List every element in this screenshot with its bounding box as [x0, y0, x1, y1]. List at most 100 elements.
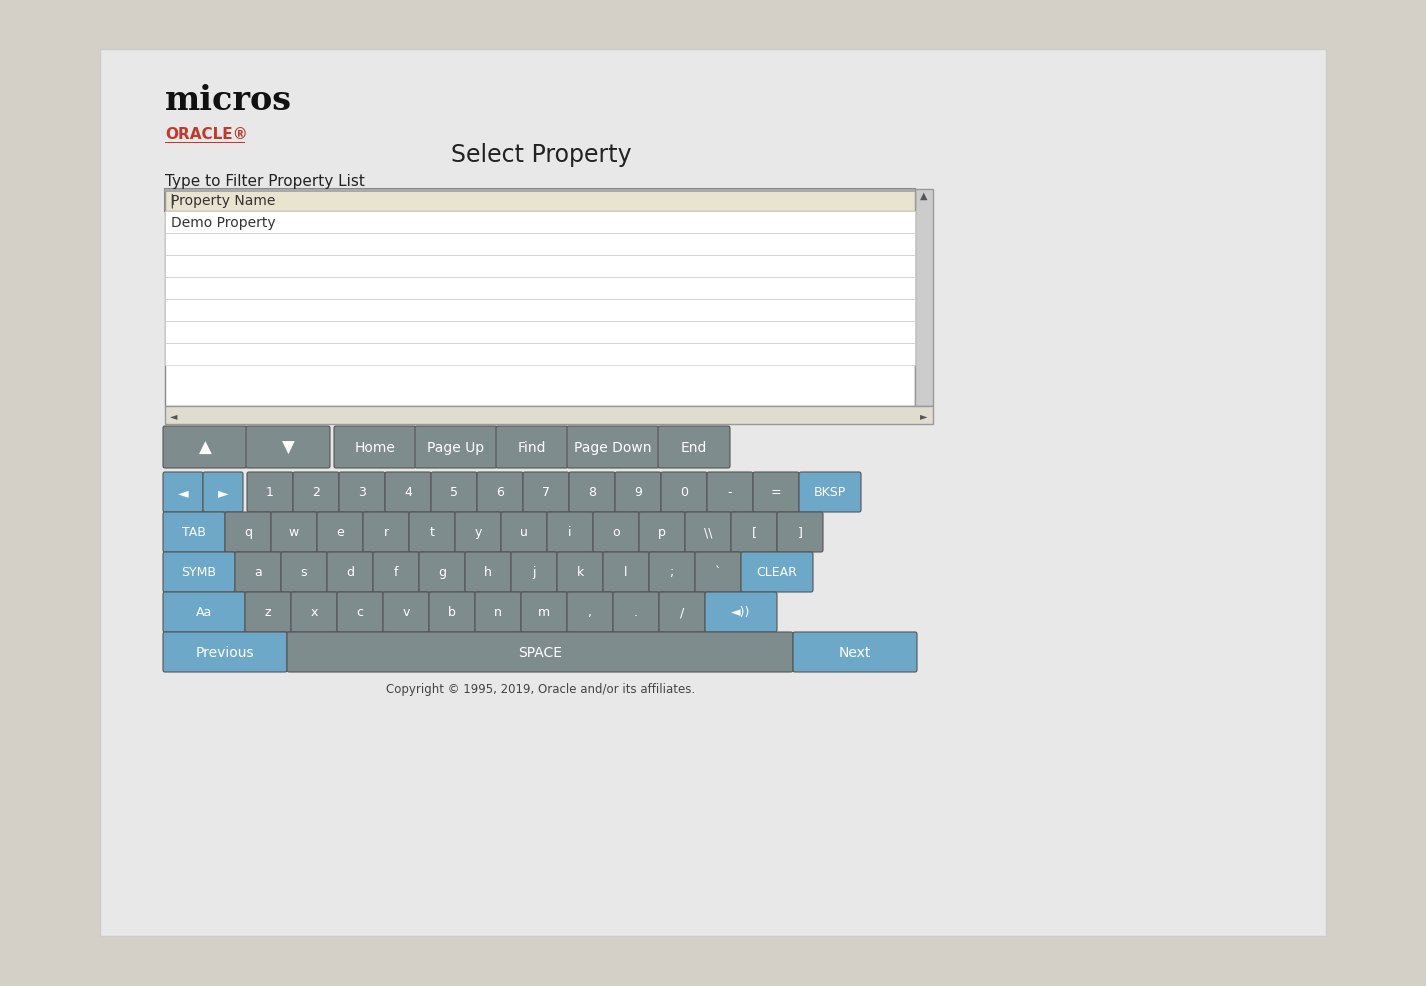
Text: Find: Find [518, 441, 546, 455]
Text: 4: 4 [404, 486, 412, 499]
Bar [165, 321, 915, 344]
FancyBboxPatch shape [163, 427, 247, 468]
FancyBboxPatch shape [415, 427, 498, 468]
Text: i: i [568, 526, 572, 539]
FancyBboxPatch shape [558, 552, 603, 593]
Text: o: o [612, 526, 620, 539]
FancyBboxPatch shape [225, 513, 271, 552]
Text: -: - [727, 486, 732, 499]
FancyBboxPatch shape [793, 632, 917, 672]
Bar [165, 255, 915, 278]
FancyBboxPatch shape [684, 513, 732, 552]
FancyBboxPatch shape [649, 552, 694, 593]
FancyBboxPatch shape [799, 472, 861, 513]
Text: f: f [394, 566, 398, 579]
Text: c: c [356, 605, 364, 619]
FancyBboxPatch shape [639, 513, 684, 552]
FancyBboxPatch shape [292, 472, 339, 513]
FancyBboxPatch shape [291, 593, 337, 632]
Bar [165, 212, 915, 234]
FancyBboxPatch shape [475, 593, 520, 632]
FancyBboxPatch shape [496, 427, 568, 468]
FancyBboxPatch shape [523, 472, 569, 513]
Text: ]: ] [797, 526, 803, 539]
Text: u: u [520, 526, 528, 539]
Text: 1: 1 [267, 486, 274, 499]
Text: Select Property: Select Property [451, 143, 632, 167]
FancyBboxPatch shape [568, 593, 613, 632]
Text: z: z [265, 605, 271, 619]
Text: [: [ [752, 526, 757, 539]
FancyBboxPatch shape [235, 552, 281, 593]
Text: a: a [254, 566, 262, 579]
Text: l: l [625, 566, 627, 579]
Text: 3: 3 [358, 486, 366, 499]
FancyBboxPatch shape [271, 513, 317, 552]
Text: w: w [289, 526, 299, 539]
Text: ORACLE®: ORACLE® [165, 127, 248, 142]
FancyBboxPatch shape [659, 593, 704, 632]
FancyBboxPatch shape [281, 552, 327, 593]
Text: Type to Filter Property List: Type to Filter Property List [165, 174, 365, 188]
Text: ▲: ▲ [920, 191, 928, 201]
Text: End: End [680, 441, 707, 455]
Bar [165, 300, 915, 321]
FancyBboxPatch shape [409, 513, 455, 552]
Text: 6: 6 [496, 486, 503, 499]
Bar [165, 344, 915, 366]
Text: e: e [337, 526, 344, 539]
FancyBboxPatch shape [431, 472, 478, 513]
Text: ◄: ◄ [178, 485, 188, 500]
Text: t: t [429, 526, 435, 539]
FancyBboxPatch shape [662, 472, 707, 513]
Text: |: | [170, 193, 174, 208]
Text: b: b [448, 605, 456, 619]
FancyBboxPatch shape [455, 513, 501, 552]
Text: \\: \\ [704, 526, 712, 539]
Bar [100, 50, 1326, 936]
FancyBboxPatch shape [317, 513, 364, 552]
FancyBboxPatch shape [247, 472, 292, 513]
FancyBboxPatch shape [478, 472, 523, 513]
Bar [915, 190, 933, 406]
FancyBboxPatch shape [247, 427, 329, 468]
FancyBboxPatch shape [384, 593, 429, 632]
FancyBboxPatch shape [613, 593, 659, 632]
FancyBboxPatch shape [742, 552, 813, 593]
Text: Aa: Aa [195, 605, 212, 619]
FancyBboxPatch shape [202, 472, 242, 513]
FancyBboxPatch shape [385, 472, 431, 513]
Bar [165, 406, 933, 425]
Bar [165, 190, 915, 406]
Text: ►: ► [920, 410, 928, 421]
Text: SYMB: SYMB [181, 566, 217, 579]
Text: /: / [680, 605, 684, 619]
Text: ,: , [588, 605, 592, 619]
Text: j: j [532, 566, 536, 579]
Bar [165, 278, 915, 300]
FancyBboxPatch shape [327, 552, 374, 593]
Text: ;: ; [670, 566, 674, 579]
FancyBboxPatch shape [568, 427, 659, 468]
FancyBboxPatch shape [374, 552, 419, 593]
Text: 5: 5 [451, 486, 458, 499]
FancyBboxPatch shape [511, 552, 558, 593]
Text: r: r [384, 526, 388, 539]
Text: =: = [770, 486, 781, 499]
Text: TAB: TAB [183, 526, 205, 539]
FancyBboxPatch shape [520, 593, 568, 632]
FancyBboxPatch shape [615, 472, 662, 513]
Text: Next: Next [838, 646, 871, 660]
Text: .: . [635, 605, 637, 619]
Text: Previous: Previous [195, 646, 254, 660]
Text: Home: Home [355, 441, 395, 455]
Text: y: y [475, 526, 482, 539]
FancyBboxPatch shape [704, 593, 777, 632]
FancyBboxPatch shape [339, 472, 385, 513]
Bar [165, 142, 245, 144]
Text: ▼: ▼ [281, 439, 294, 457]
FancyBboxPatch shape [334, 427, 416, 468]
Text: Page Up: Page Up [428, 441, 485, 455]
FancyBboxPatch shape [657, 427, 730, 468]
FancyBboxPatch shape [548, 513, 593, 552]
